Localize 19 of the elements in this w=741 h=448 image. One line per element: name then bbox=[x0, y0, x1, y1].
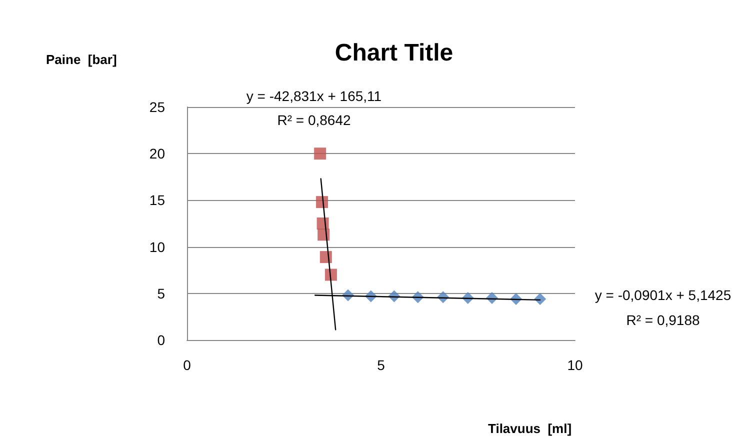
point bbox=[314, 148, 326, 160]
x-tick-label: 5 bbox=[377, 357, 386, 373]
y-tick-label: 20 bbox=[149, 146, 166, 162]
y-axis-title: Paine [bar] bbox=[46, 52, 117, 67]
text: y = -42,831x + 165,11 bbox=[246, 88, 382, 104]
x-tick-label: 10 bbox=[567, 357, 583, 373]
annotation: R² = 0,8642 bbox=[277, 112, 351, 128]
y-tick-label: 25 bbox=[149, 99, 166, 115]
y-tick-label: 0 bbox=[157, 332, 166, 348]
chart-title: Chart Title bbox=[334, 40, 454, 66]
text: R² = 0,9188 bbox=[626, 312, 700, 328]
x-tick-label: 0 bbox=[183, 357, 192, 373]
y-tick-label: 15 bbox=[149, 192, 166, 208]
point bbox=[320, 251, 332, 264]
text: y = -0,0901x + 5,1425 bbox=[594, 287, 732, 303]
x-axis-title: Tilavuus [ml] bbox=[488, 421, 572, 436]
y-tick-label: 10 bbox=[149, 238, 166, 255]
point bbox=[534, 292, 546, 305]
y-tick-label: 5 bbox=[157, 285, 166, 302]
